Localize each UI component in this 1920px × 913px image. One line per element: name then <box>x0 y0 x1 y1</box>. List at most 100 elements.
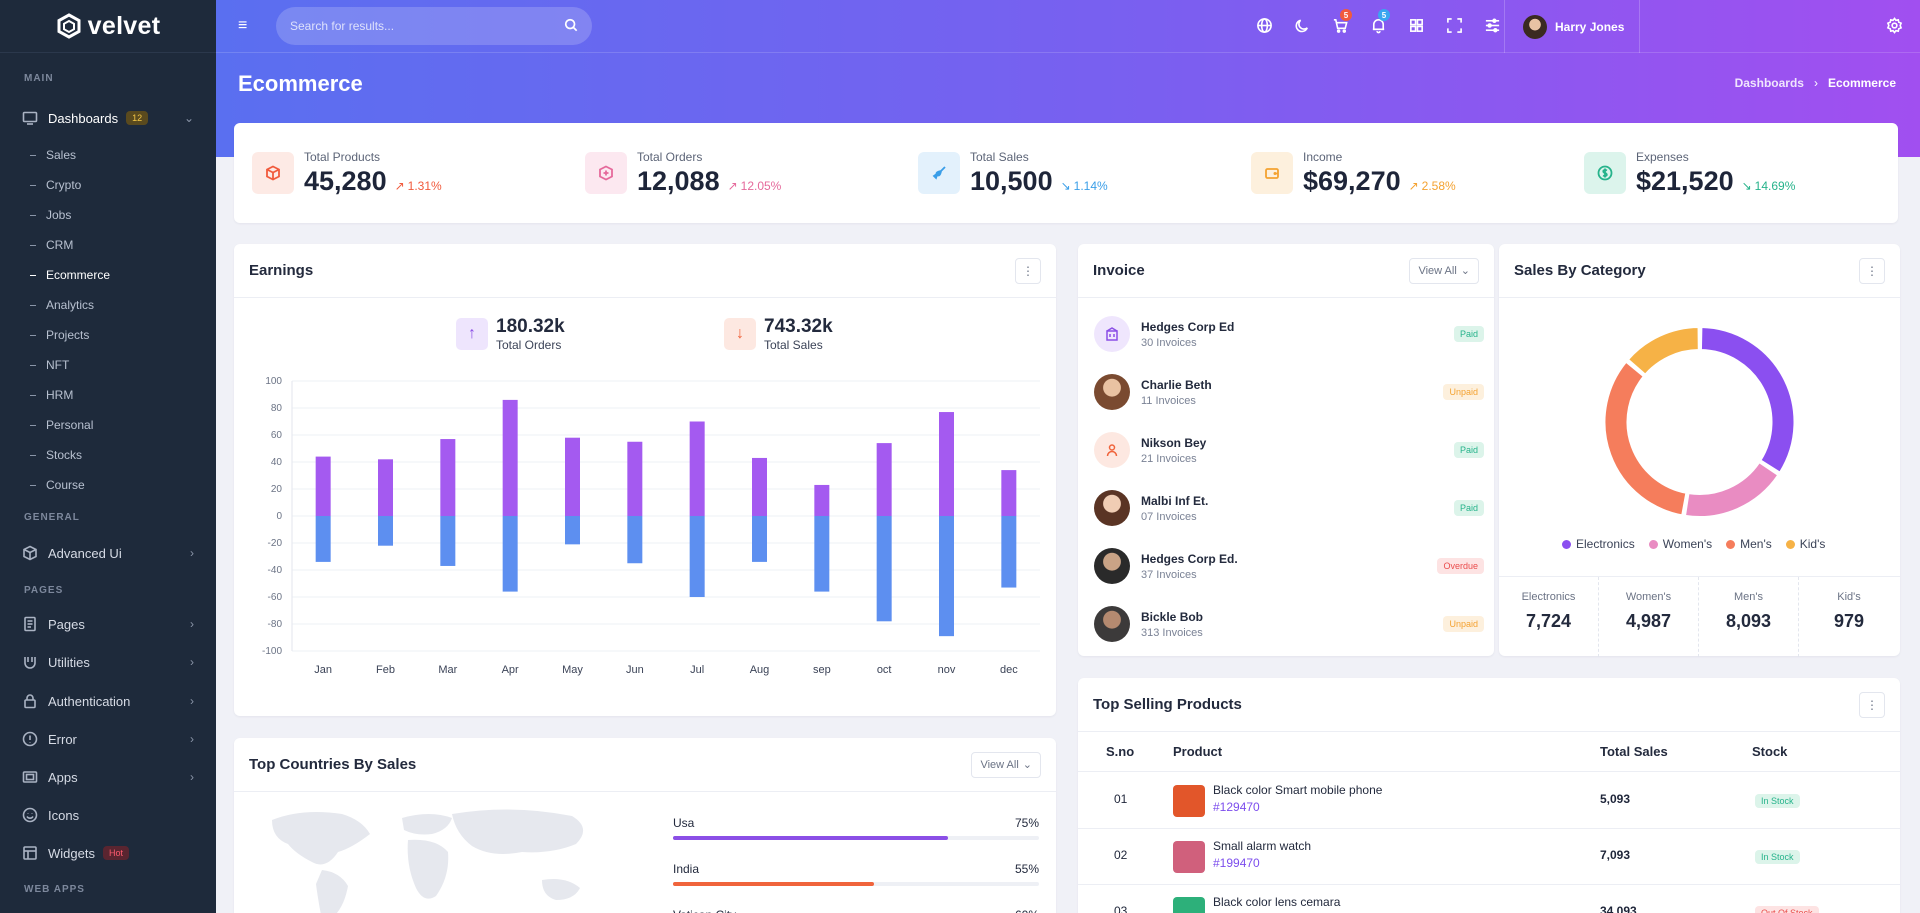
velvet-logo-icon <box>57 13 81 39</box>
sidebar-item-advanced-ui[interactable]: Advanced Ui › <box>0 538 216 568</box>
sidebar-subitem-hrm[interactable]: HRM <box>30 388 73 402</box>
bar-dec-series-1[interactable] <box>1001 516 1017 588</box>
menu-toggle-icon[interactable]: ≡ <box>238 17 248 34</box>
sidebar-subitem-nft[interactable]: NFT <box>30 358 69 372</box>
sidebar-subitem-projects[interactable]: Projects <box>30 328 89 342</box>
breadcrumb: Dashboards › Ecommerce <box>1735 76 1896 90</box>
list-item[interactable]: Hedges Corp Ed 30 Invoices Paid <box>1094 308 1484 360</box>
bar-feb-series-0[interactable] <box>378 459 393 516</box>
sidebar-subitem-crypto[interactable]: Crypto <box>30 178 81 192</box>
sidebar-subitem-jobs[interactable]: Jobs <box>30 208 71 222</box>
table-row[interactable]: 01 Black color Smart mobile phone #129470 5… <box>1078 773 1900 829</box>
legend-label: Women's <box>1662 537 1713 551</box>
list-item[interactable]: Hedges Corp Ed. 37 Invoices Overdue <box>1094 540 1484 592</box>
bar-nov-series-1[interactable] <box>939 516 954 637</box>
sidebar-subitem-ecommerce[interactable]: Ecommerce <box>30 268 110 282</box>
donut-slice-electronics[interactable] <box>1699 325 1796 474</box>
y-tick-label: -60 <box>268 592 283 603</box>
settings-sliders-button[interactable] <box>1473 0 1511 53</box>
list-item[interactable]: Nikson Bey 21 Invoices Paid <box>1094 424 1484 476</box>
bar-sep-series-0[interactable] <box>814 484 830 516</box>
sidebar-item-dashboards[interactable]: Dashboards 12 ⌄ <box>0 103 216 133</box>
bar-jun-series-1[interactable] <box>627 516 643 564</box>
bar-jan-series-1[interactable] <box>315 516 331 562</box>
bar-apr-series-1[interactable] <box>502 516 518 592</box>
product-name[interactable]: Black color lens cemara <box>1213 895 1341 909</box>
apps-grid-button[interactable] <box>1397 0 1435 53</box>
bar-oct-series-0[interactable] <box>876 443 892 516</box>
fullscreen-button[interactable] <box>1435 0 1473 53</box>
sidebar-subitem-crm[interactable]: CRM <box>30 238 73 252</box>
view-all-button[interactable]: View All ⌄ <box>971 751 1041 778</box>
sidebar-item-pages[interactable]: Pages › <box>0 609 216 639</box>
bar-aug-series-0[interactable] <box>752 457 767 516</box>
sidebar-subitem-personal[interactable]: Personal <box>30 418 93 432</box>
bar-jul-series-0[interactable] <box>689 421 705 517</box>
sidebar-subitem-sales[interactable]: Sales <box>30 148 76 162</box>
fullscreen-icon <box>1446 17 1463 37</box>
sidebar-item-icons[interactable]: Icons <box>0 800 216 830</box>
category-stat-value: 979 <box>1833 611 1865 631</box>
bar-mar-series-1[interactable] <box>440 516 456 566</box>
legend-item[interactable]: Kid's <box>1785 537 1826 551</box>
bar-nov-series-0[interactable] <box>939 412 954 516</box>
bar-feb-series-1[interactable] <box>378 516 393 546</box>
category-stat-value: 7,724 <box>1525 611 1572 631</box>
sidebar-item-authentication[interactable]: Authentication › <box>0 686 216 716</box>
donut-slice-womens[interactable] <box>1683 460 1780 518</box>
legend-item[interactable]: Women's <box>1648 537 1713 551</box>
total-orders-summary: ↑ 180.32k Total Orders <box>456 316 565 352</box>
y-tick-label: 40 <box>271 457 283 468</box>
table-row[interactable]: 02 Small alarm watch #199470 7,093 In Stock <box>1078 829 1900 885</box>
stat-income: Income $69,270 ↗ 2.58% <box>1251 123 1456 223</box>
sidebar-item-utilities[interactable]: Utilities › <box>0 647 216 677</box>
settings-button[interactable] <box>1868 0 1920 53</box>
sidebar-subitem-stocks[interactable]: Stocks <box>30 448 82 462</box>
more-options-button[interactable]: ⋮ <box>1015 257 1041 284</box>
bar-oct-series-1[interactable] <box>876 516 892 622</box>
bar-mar-series-0[interactable] <box>440 439 456 516</box>
sidebar-subitem-course[interactable]: Course <box>30 478 85 492</box>
user-profile-menu[interactable]: Harry Jones <box>1504 0 1640 53</box>
more-options-button[interactable]: ⋮ <box>1859 691 1885 718</box>
bar-aug-series-1[interactable] <box>752 516 767 562</box>
language-button[interactable] <box>1245 0 1283 53</box>
legend-item[interactable]: Electronics <box>1562 537 1635 551</box>
brand-logo[interactable]: velvet <box>0 0 216 53</box>
product-name[interactable]: Small alarm watch <box>1213 839 1312 853</box>
bar-may-series-1[interactable] <box>565 516 580 545</box>
list-item[interactable]: Charlie Beth 11 Invoices Unpaid <box>1094 366 1484 418</box>
list-item[interactable]: Bickle Bob 313 Invoices Unpaid <box>1094 598 1484 650</box>
bar-jan-series-0[interactable] <box>315 456 331 516</box>
sidebar-subitem-analytics[interactable]: Analytics <box>30 298 94 312</box>
search-input[interactable] <box>290 19 564 33</box>
cart-button[interactable]: 5 <box>1321 0 1359 53</box>
table-row[interactable]: 03 Black color lens cemara 34,093 Out Of St… <box>1078 885 1900 913</box>
legend-label: Kid's <box>1799 537 1826 551</box>
view-all-button[interactable]: View All ⌄ <box>1409 257 1479 284</box>
bar-may-series-0[interactable] <box>565 437 580 516</box>
donut-slice-mens[interactable] <box>1603 360 1688 517</box>
category-stat: Kid's 979 <box>1799 577 1899 657</box>
bar-dec-series-0[interactable] <box>1001 470 1017 516</box>
sidebar-item-apps[interactable]: Apps › <box>0 762 216 792</box>
bar-sep-series-1[interactable] <box>814 516 830 592</box>
theme-toggle-button[interactable] <box>1283 0 1321 53</box>
search-icon[interactable] <box>564 18 578 35</box>
sidebar-item-error[interactable]: Error › <box>0 724 216 754</box>
product-code[interactable]: #199470 <box>1213 856 1260 870</box>
donut-slice-kids[interactable] <box>1626 325 1700 377</box>
section-main: MAIN <box>24 73 54 84</box>
bar-jun-series-0[interactable] <box>627 441 643 516</box>
product-name[interactable]: Black color Smart mobile phone <box>1213 783 1383 797</box>
breadcrumb-link[interactable]: Dashboards <box>1734 76 1804 90</box>
bar-jul-series-1[interactable] <box>689 516 705 597</box>
more-options-button[interactable]: ⋮ <box>1859 257 1885 284</box>
list-item[interactable]: Malbi Inf Et. 07 Invoices Paid <box>1094 482 1484 534</box>
product-code[interactable]: #129470 <box>1213 800 1260 814</box>
sidebar-item-widgets[interactable]: Widgets Hot <box>0 838 216 868</box>
sidebar-item-label: Icons <box>48 807 80 823</box>
bar-apr-series-0[interactable] <box>502 399 518 516</box>
notifications-button[interactable]: 5 <box>1359 0 1397 53</box>
legend-item[interactable]: Men's <box>1726 537 1772 551</box>
